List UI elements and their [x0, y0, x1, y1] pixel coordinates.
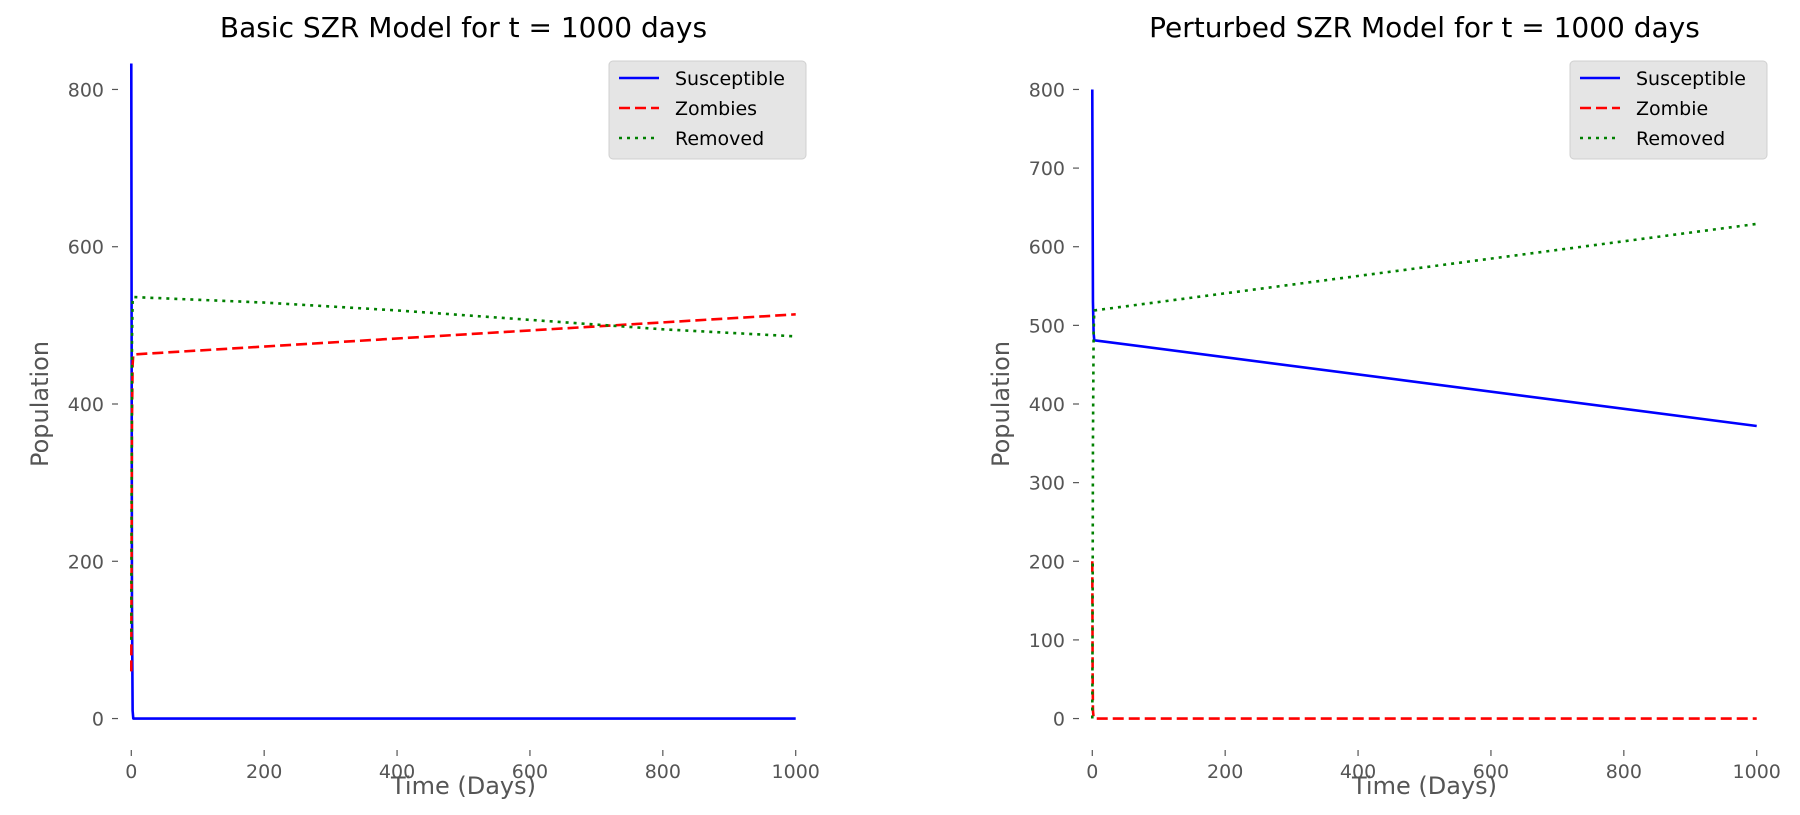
chart-panel-2: Perturbed SZR Model for t = 1000 days 0 20…: [987, 11, 1781, 800]
legend: Susceptible Zombies Removed: [608, 60, 807, 160]
x-axis-label: Time (Days): [390, 772, 536, 800]
chart-panel-1: Basic SZR Model for t = 1000 days 0 200 400…: [26, 11, 820, 800]
y-tick-label: 800: [1029, 79, 1065, 101]
y-tick-label: 200: [1029, 551, 1065, 573]
x-tick-label: 1000: [1733, 761, 1781, 783]
chart-title: Basic SZR Model for t = 1000 days: [220, 11, 707, 44]
x-tick-label: 600: [512, 761, 548, 783]
y-tick-label: 0: [1053, 709, 1065, 731]
y-tick-label: 700: [1029, 158, 1065, 180]
y-tick-label: 600: [1029, 237, 1065, 259]
legend-entry: Removed: [1636, 128, 1725, 150]
series-line-removed: [129, 295, 796, 640]
x-tick-label: 0: [1086, 761, 1098, 783]
x-tick-label: 400: [379, 761, 415, 783]
x-tick-label: 800: [1606, 761, 1642, 783]
x-axis-label: Time (Days): [1351, 772, 1497, 800]
y-tick-label: 200: [68, 551, 104, 573]
x-tick-label: 600: [1473, 761, 1509, 783]
y-tick-label: 300: [1029, 473, 1065, 495]
y-tick-label: 100: [1029, 630, 1065, 652]
series-line-removed: [1090, 222, 1757, 719]
legend-entry: Susceptible: [1636, 68, 1746, 90]
y-tick-label: 600: [68, 237, 104, 259]
y-tick-label: 0: [92, 709, 104, 731]
x-tick-label: 200: [1207, 761, 1243, 783]
chart-title: Perturbed SZR Model for t = 1000 days: [1149, 11, 1700, 44]
series-line-zombies: [129, 313, 796, 672]
legend-box: [608, 60, 807, 160]
y-tick-label: 400: [68, 394, 104, 416]
legend-entry: Removed: [675, 128, 764, 150]
legend-entry: Susceptible: [675, 68, 785, 90]
x-tick-label: 1000: [772, 761, 820, 783]
series-line-zombie: [1090, 561, 1757, 720]
legend: Susceptible Zombie Removed: [1569, 60, 1768, 160]
legend-box: [1569, 60, 1768, 160]
y-axis-label: Population: [26, 341, 54, 467]
x-tick-label: 400: [1340, 761, 1376, 783]
x-tick-label: 800: [645, 761, 681, 783]
y-axis-label: Population: [987, 341, 1015, 467]
y-tick-label: 400: [1029, 394, 1065, 416]
series-line-susceptible: [129, 63, 796, 720]
legend-entry: Zombies: [675, 98, 757, 120]
y-tick-label: 500: [1029, 315, 1065, 337]
y-tick-label: 800: [68, 79, 104, 101]
x-tick-label: 0: [125, 761, 137, 783]
legend-entry: Zombie: [1636, 98, 1708, 120]
x-tick-label: 200: [246, 761, 282, 783]
